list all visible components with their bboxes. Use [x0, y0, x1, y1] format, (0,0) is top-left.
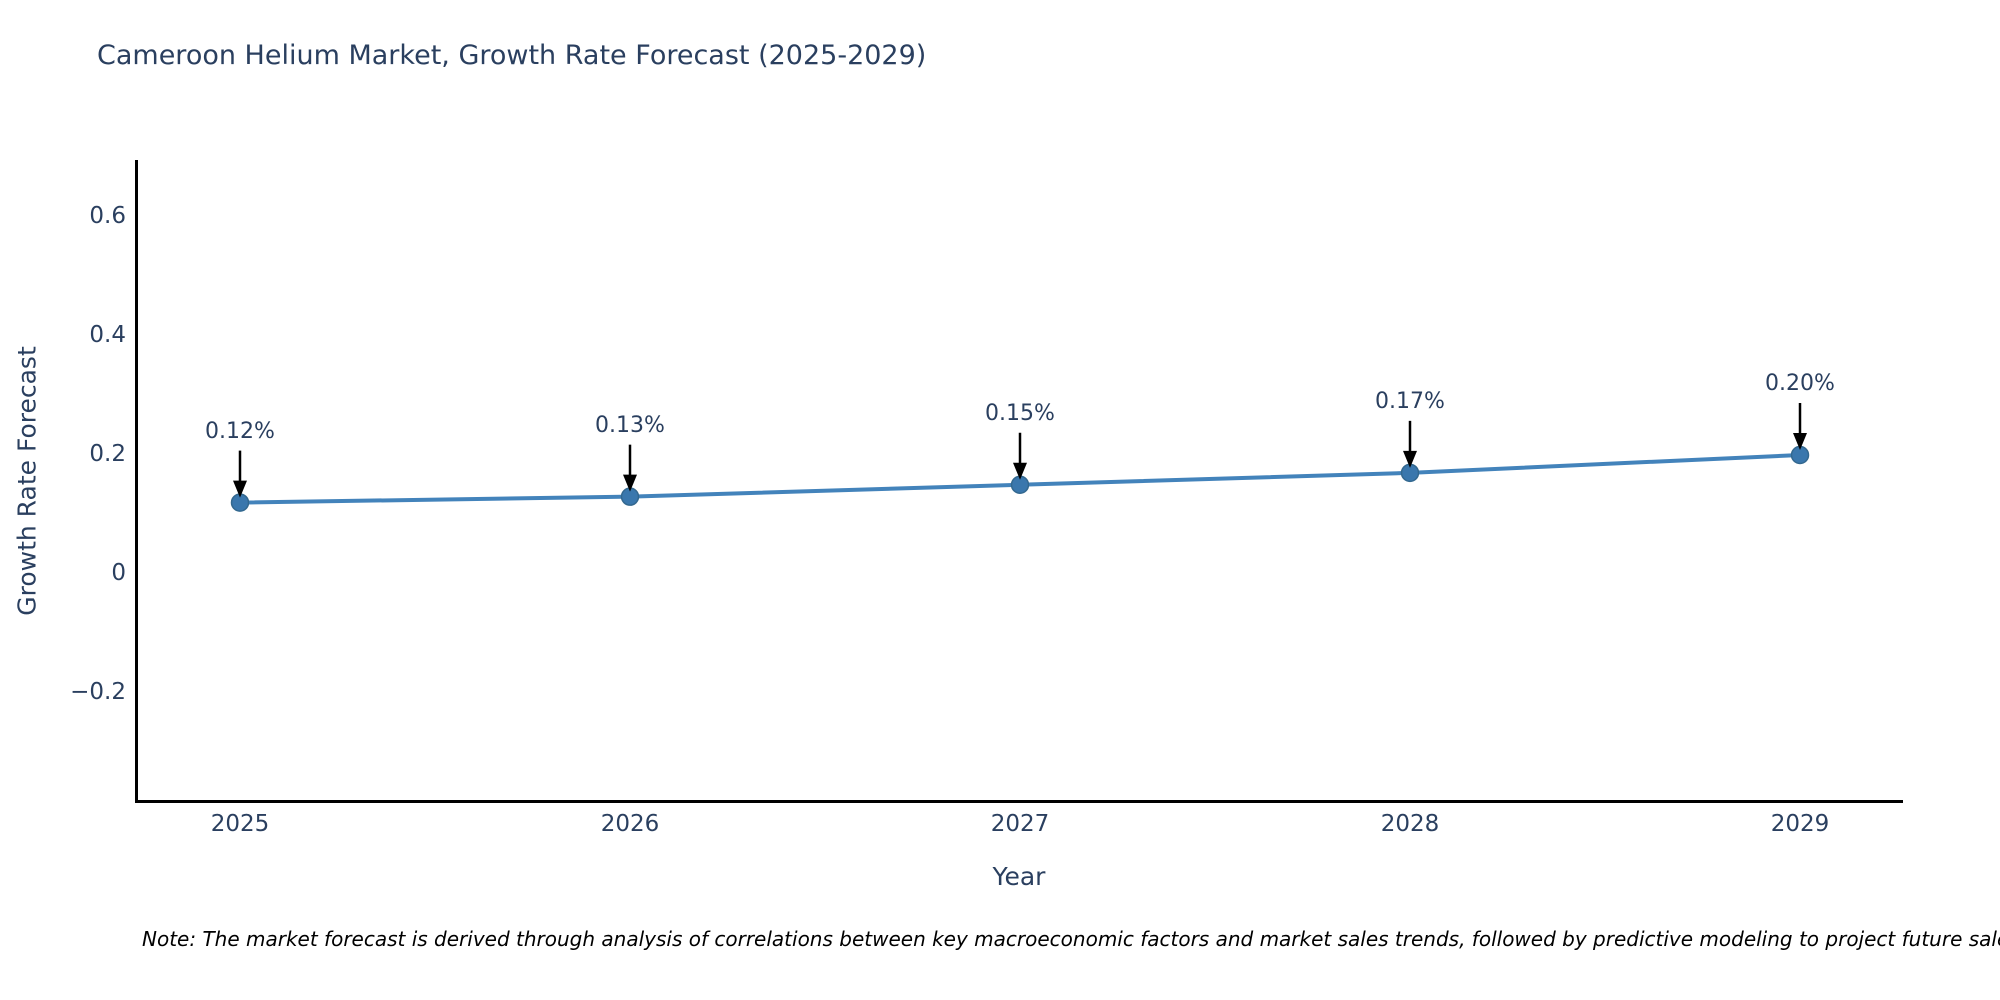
annotation-arrow-head [623, 474, 637, 492]
y-tick-label: 0.4 [89, 322, 126, 348]
chart-title: Cameroon Helium Market, Growth Rate Fore… [97, 40, 927, 71]
y-tick-label: 0.6 [89, 203, 126, 229]
data-point-label: 0.13% [595, 412, 665, 438]
x-tick-label: 2025 [210, 811, 270, 837]
x-tick-label: 2027 [990, 811, 1050, 837]
footnote: Note: The market forecast is derived thr… [142, 927, 2000, 951]
x-tick-label: 2028 [1380, 811, 1440, 837]
annotation-arrow-head [1013, 462, 1027, 480]
data-point-label: 0.15% [985, 400, 1055, 426]
x-axis-title: Year [992, 862, 1046, 891]
annotation-arrow-head [1403, 450, 1417, 468]
x-tick-label: 2029 [1770, 811, 1830, 837]
data-point-label: 0.12% [205, 418, 275, 444]
annotation-arrow-head [233, 480, 247, 498]
annotation-arrow-head [1793, 433, 1807, 450]
data-point-label: 0.20% [1765, 371, 1835, 396]
y-tick-label: 0 [111, 560, 126, 586]
x-tick-label: 2026 [600, 811, 660, 837]
y-tick-label: 0.2 [89, 441, 126, 467]
y-tick-label: −0.2 [70, 679, 126, 705]
data-point-label: 0.17% [1375, 388, 1445, 414]
x-axis-line [135, 800, 1903, 803]
y-axis-line [135, 160, 138, 803]
